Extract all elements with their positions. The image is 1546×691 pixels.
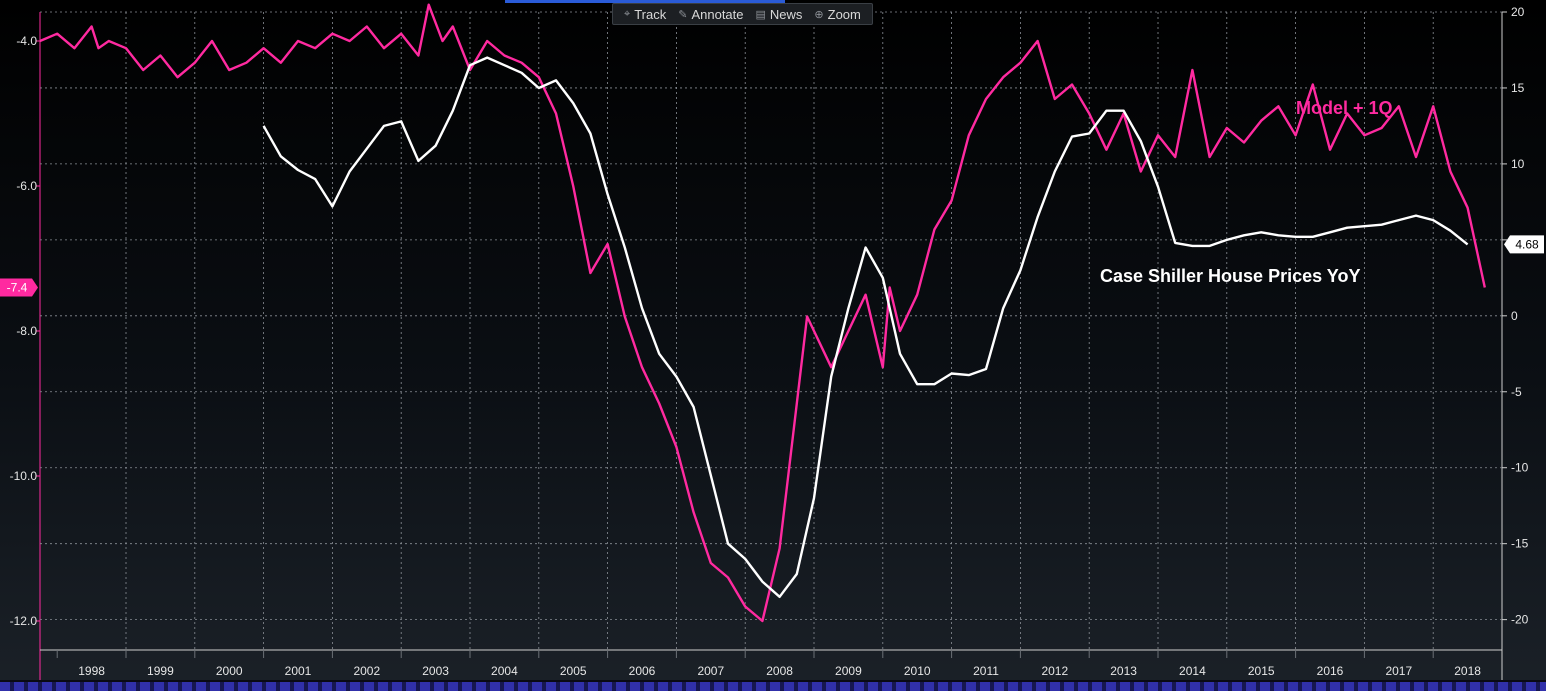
x-tick-label: 2018 <box>1454 664 1481 678</box>
model-series-line <box>39 3 1486 623</box>
right-tick-label: -5 <box>1511 385 1522 399</box>
case-shiller-series-line <box>262 56 1469 598</box>
x-tick-label: 2001 <box>285 664 312 678</box>
x-tick-label: 2015 <box>1248 664 1275 678</box>
x-tick-label: 2017 <box>1385 664 1412 678</box>
news-button[interactable]: ▤ News <box>751 7 808 22</box>
model-last-value-badge <box>0 278 38 297</box>
right-tick-label: 20 <box>1511 5 1525 19</box>
x-tick-label: 2000 <box>216 664 243 678</box>
chart-toolbar: ⌖ Track ✎ Annotate ▤ News ⊕ Zoom <box>612 3 873 25</box>
x-tick-label: 2013 <box>1110 664 1137 678</box>
crosshair-icon: ⌖ <box>624 7 631 20</box>
x-tick-label: 2002 <box>353 664 380 678</box>
x-tick-label: 2014 <box>1179 664 1206 678</box>
footer-ticker-strip <box>0 682 1546 691</box>
left-tick-label: -8.0 <box>16 324 37 338</box>
model-last-value-label: -7.4 <box>7 281 28 295</box>
left-tick-label: -12.0 <box>10 614 38 628</box>
x-tick-label: 2012 <box>1041 664 1068 678</box>
right-tick-label: 0 <box>1511 309 1518 323</box>
x-tick-label: 2005 <box>560 664 587 678</box>
pencil-icon: ✎ <box>678 8 688 21</box>
right-tick-label: 15 <box>1511 81 1525 95</box>
x-tick-label: 2010 <box>904 664 931 678</box>
annotate-button[interactable]: ✎ Annotate <box>673 7 748 22</box>
track-button[interactable]: ⌖ Track <box>619 7 671 22</box>
case-shiller-last-value-badge <box>1504 235 1544 254</box>
track-label: Track <box>634 6 667 22</box>
left-tick-label: -10.0 <box>10 469 38 483</box>
top-accent-bar <box>505 0 785 3</box>
x-tick-label: 2007 <box>697 664 724 678</box>
zoom-button[interactable]: ⊕ Zoom <box>809 7 865 22</box>
right-tick-label: -20 <box>1511 613 1529 627</box>
x-tick-label: 2009 <box>835 664 862 678</box>
right-tick-label: 10 <box>1511 157 1525 171</box>
x-tick-label: 2006 <box>629 664 656 678</box>
footer-band <box>0 680 1546 691</box>
zoom-label: Zoom <box>827 6 861 22</box>
left-tick-label: -4.0 <box>16 34 37 48</box>
news-icon: ▤ <box>755 8 766 21</box>
x-tick-label: 1999 <box>147 664 174 678</box>
x-tick-label: 2011 <box>973 664 999 678</box>
annotate-label: Annotate <box>691 6 744 22</box>
x-tick-label: 2004 <box>491 664 518 678</box>
model-annotation: Model + 1Q <box>1296 98 1393 118</box>
news-label: News <box>769 6 803 22</box>
x-tick-label: 2003 <box>422 664 449 678</box>
right-tick-label: -10 <box>1511 461 1529 475</box>
right-tick-label: -15 <box>1511 537 1529 551</box>
case-shiller-annotation: Case Shiller House Prices YoY <box>1100 266 1360 286</box>
x-tick-label: 2008 <box>766 664 793 678</box>
zoom-icon: ⊕ <box>814 8 824 21</box>
x-tick-label: 2016 <box>1317 664 1344 678</box>
left-tick-label: -6.0 <box>16 179 37 193</box>
case-shiller-last-value-label: 4.68 <box>1515 237 1539 251</box>
x-tick-label: 1998 <box>78 664 105 678</box>
